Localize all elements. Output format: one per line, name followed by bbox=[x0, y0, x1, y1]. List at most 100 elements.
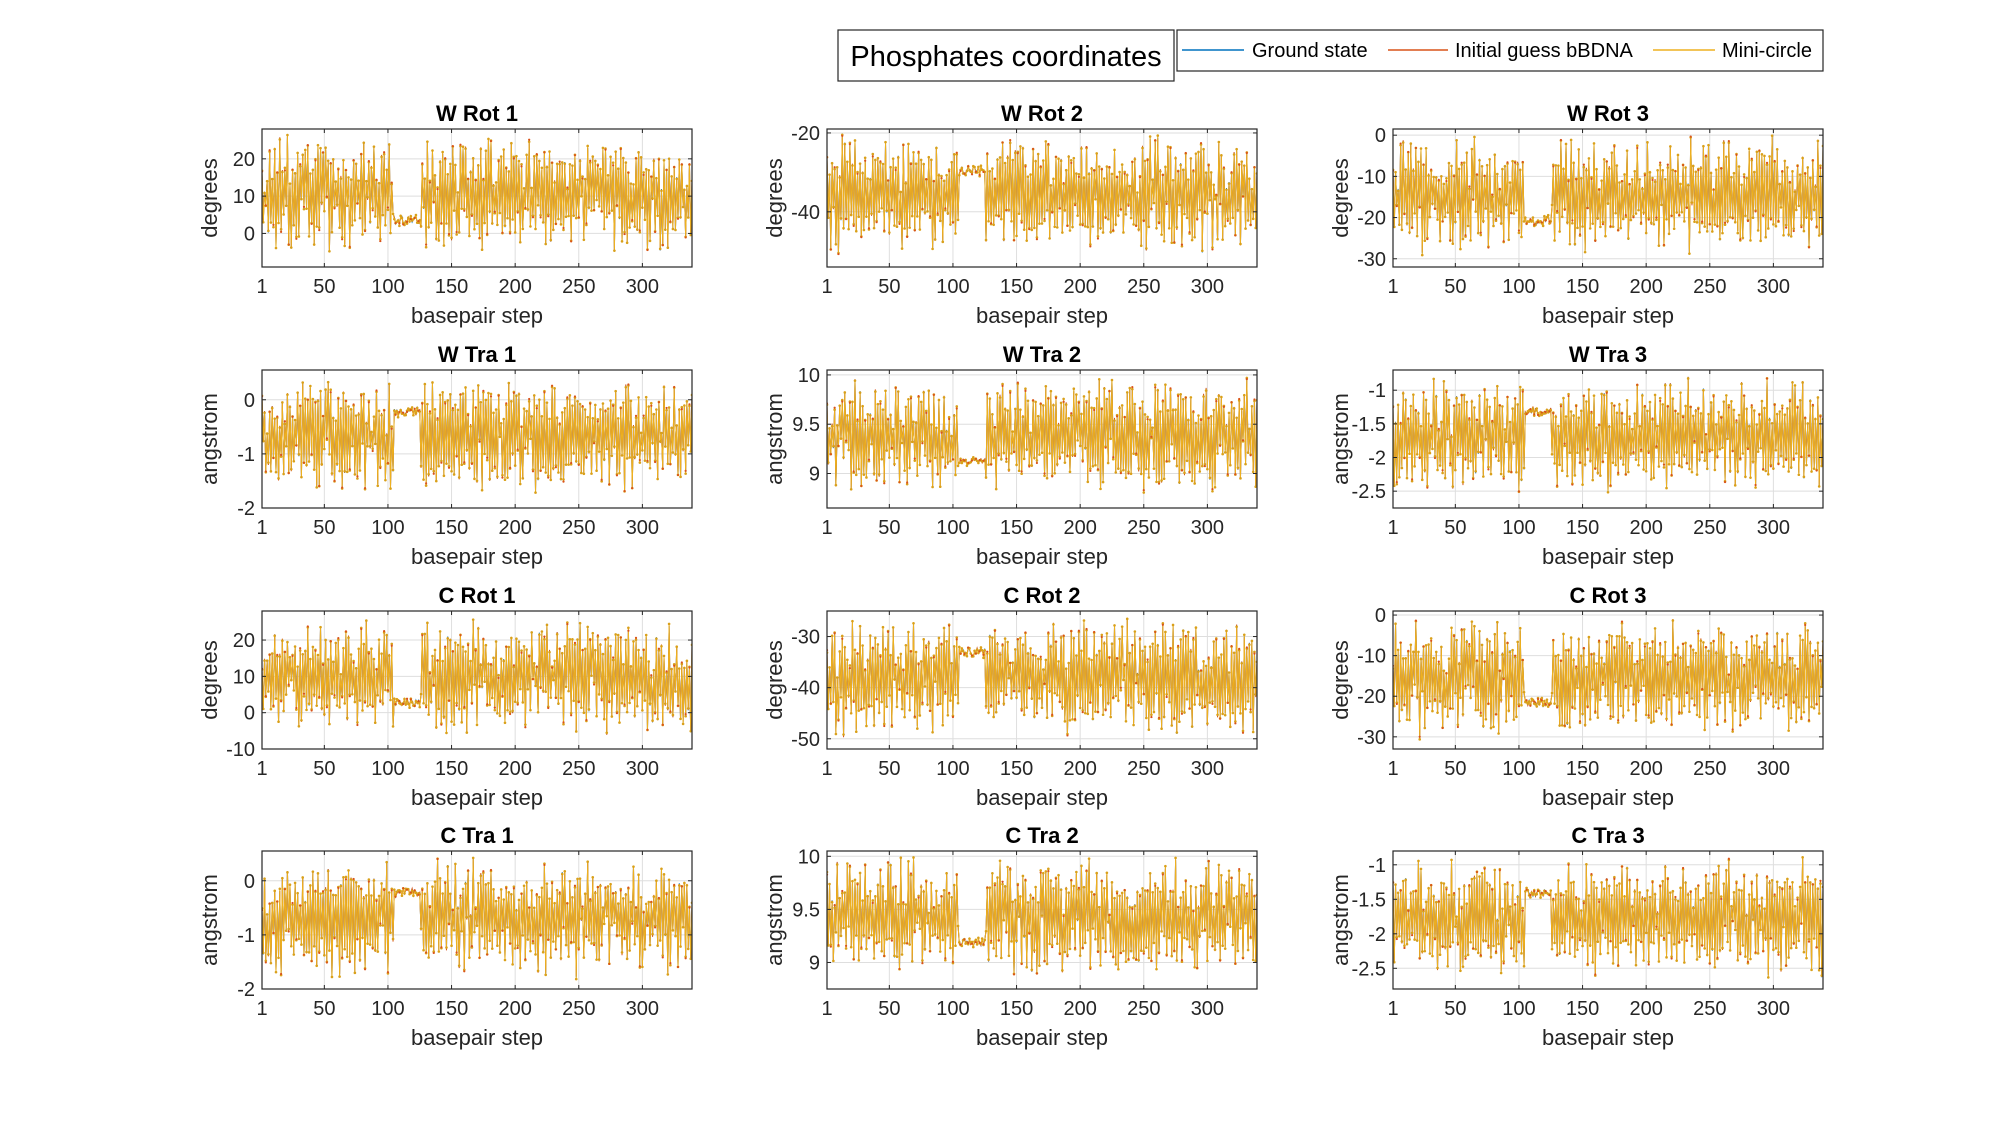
x-tick-label: 100 bbox=[936, 758, 969, 780]
data-point bbox=[1441, 471, 1444, 475]
data-point bbox=[657, 401, 661, 404]
data-point bbox=[1021, 643, 1025, 647]
data-point bbox=[379, 700, 382, 703]
data-point bbox=[661, 467, 664, 470]
y-tick-label: -10 bbox=[1357, 646, 1386, 668]
data-point bbox=[493, 706, 496, 709]
data-point bbox=[1019, 145, 1022, 148]
data-point bbox=[438, 160, 442, 164]
data-point bbox=[861, 644, 864, 647]
data-point bbox=[684, 955, 687, 958]
data-point bbox=[389, 698, 392, 702]
data-point bbox=[1527, 700, 1531, 703]
data-point bbox=[1420, 689, 1424, 693]
data-point bbox=[1077, 401, 1080, 404]
data-point bbox=[1680, 210, 1684, 214]
data-point bbox=[1100, 635, 1103, 639]
data-point bbox=[608, 483, 611, 486]
data-point bbox=[496, 944, 499, 948]
data-point bbox=[1160, 727, 1163, 731]
data-point bbox=[265, 913, 269, 916]
data-point bbox=[1811, 403, 1814, 406]
data-point bbox=[1466, 224, 1470, 228]
data-point bbox=[1766, 696, 1770, 700]
data-point bbox=[1655, 709, 1658, 712]
data-point bbox=[1586, 447, 1589, 450]
x-tick-label: 200 bbox=[1629, 517, 1662, 539]
data-point bbox=[1405, 222, 1409, 225]
data-point bbox=[1764, 469, 1768, 473]
data-point bbox=[384, 223, 387, 227]
data-point bbox=[1141, 400, 1144, 403]
data-point bbox=[882, 479, 886, 483]
data-point bbox=[562, 925, 565, 928]
data-point bbox=[1170, 724, 1174, 727]
data-point bbox=[1449, 707, 1452, 710]
data-point bbox=[296, 391, 299, 394]
data-point bbox=[431, 381, 434, 384]
data-point bbox=[1643, 174, 1646, 177]
data-point bbox=[1614, 463, 1617, 467]
data-point bbox=[289, 467, 293, 471]
data-point bbox=[1768, 418, 1771, 422]
data-point bbox=[1147, 476, 1151, 479]
data-point bbox=[827, 216, 830, 220]
data-point bbox=[393, 697, 396, 700]
data-point bbox=[1212, 183, 1216, 187]
data-point bbox=[1478, 158, 1481, 162]
data-point bbox=[1777, 706, 1780, 710]
data-point bbox=[352, 403, 355, 406]
data-point bbox=[281, 876, 284, 880]
data-point bbox=[459, 896, 462, 900]
data-point bbox=[1508, 420, 1512, 424]
data-point bbox=[1062, 397, 1065, 401]
data-point bbox=[1011, 158, 1015, 162]
data-point bbox=[373, 215, 377, 218]
data-point bbox=[1498, 187, 1501, 190]
x-tick-label: 300 bbox=[626, 758, 659, 780]
data-point bbox=[613, 249, 616, 252]
data-point bbox=[1688, 467, 1691, 471]
data-point bbox=[476, 384, 480, 387]
y-tick-label: 0 bbox=[244, 390, 255, 412]
data-point bbox=[371, 705, 374, 708]
data-point bbox=[1040, 451, 1044, 455]
data-point bbox=[1219, 202, 1222, 205]
data-point bbox=[486, 703, 489, 706]
data-point bbox=[1145, 247, 1148, 250]
x-tick-label: 250 bbox=[1127, 517, 1160, 539]
data-point bbox=[629, 182, 633, 185]
data-point bbox=[1396, 648, 1400, 652]
data-point bbox=[536, 710, 540, 714]
data-point bbox=[1431, 447, 1434, 451]
data-point bbox=[628, 226, 631, 229]
data-point bbox=[1200, 706, 1204, 710]
data-point bbox=[1119, 688, 1123, 692]
data-point bbox=[1623, 636, 1626, 639]
data-point bbox=[321, 891, 325, 895]
data-point bbox=[1103, 642, 1106, 645]
data-point bbox=[960, 166, 964, 170]
data-point bbox=[1174, 156, 1177, 160]
data-point bbox=[444, 157, 447, 160]
data-point bbox=[1671, 168, 1675, 172]
data-point bbox=[447, 466, 451, 469]
x-tick-label: 100 bbox=[1502, 276, 1535, 298]
data-point bbox=[1242, 393, 1246, 397]
data-point bbox=[456, 643, 460, 647]
data-point bbox=[1661, 169, 1665, 172]
data-point bbox=[1641, 658, 1644, 662]
x-tick-label: 250 bbox=[1693, 758, 1726, 780]
data-point bbox=[1685, 692, 1688, 695]
data-point bbox=[684, 714, 687, 718]
data-point bbox=[1051, 475, 1054, 478]
data-point bbox=[1789, 235, 1793, 238]
data-point bbox=[545, 165, 549, 169]
data-point bbox=[564, 463, 568, 466]
data-point bbox=[442, 474, 446, 478]
data-point bbox=[574, 216, 578, 220]
data-point bbox=[1194, 626, 1198, 629]
data-point bbox=[1431, 202, 1434, 205]
data-point bbox=[1399, 143, 1402, 147]
data-point bbox=[1731, 728, 1734, 731]
